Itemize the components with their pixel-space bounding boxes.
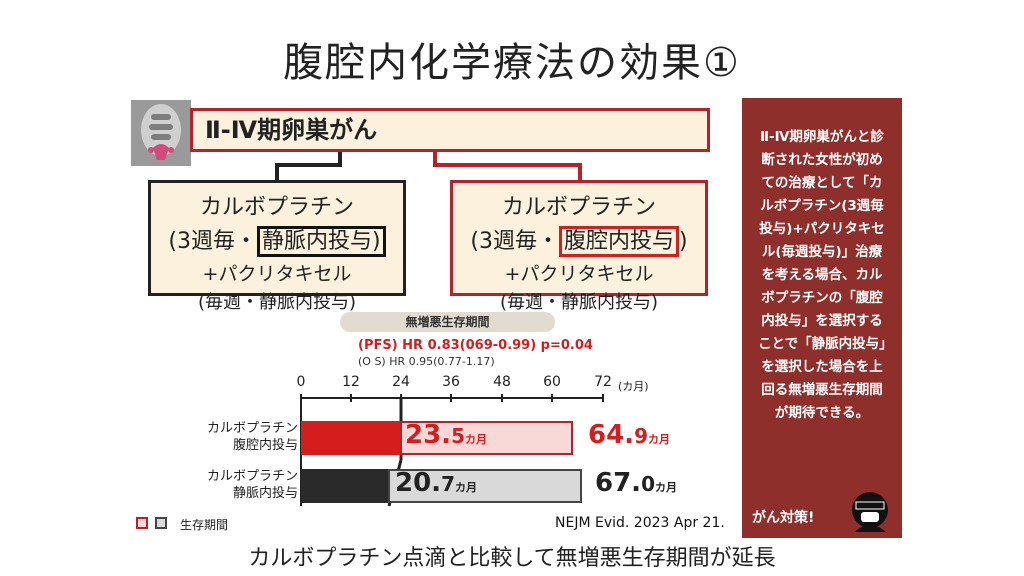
legend-label: 生存期間 [180, 518, 229, 532]
arm-iv-box: カルボプラチン (3週毎・ 静脈内投与) +パクリタキセル (毎週・静脈内投与) [148, 180, 406, 313]
arm-ip-schedule-prefix: (3週毎・ [470, 229, 559, 254]
pfs-pill-label: 無増悪生存期間 [340, 312, 555, 332]
summary-footer: がん対策! [752, 510, 815, 526]
value-os-ip: 64.9カ月 [588, 420, 670, 450]
value-os-iv: 67.0カ月 [595, 468, 677, 498]
value-os-iv-dec: 0 [641, 472, 655, 496]
arm-ip-schedule-suffix: ) [679, 229, 688, 254]
arm-iv-combo: +パクリタキセル [202, 263, 352, 285]
anatomy-icon [131, 100, 191, 166]
pfs-hazard-ratio: (PFS) HR 0.83(069-0.99) p=0.04 [358, 338, 593, 353]
x-tick-72: 72 [594, 374, 612, 390]
x-tick-60: 60 [543, 374, 561, 390]
value-os-ip-dec: 9 [634, 424, 648, 448]
arm-iv-combo-schedule: (毎週・静脈内投与) [197, 292, 357, 313]
x-tick-48: 48 [493, 374, 511, 390]
row-label-iv: カルボプラチン 静脈内投与 [180, 468, 298, 502]
citation: NEJM Evid. 2023 Apr 21. [555, 515, 725, 531]
value-os-ip-int: 64. [588, 420, 635, 450]
arm-iv-schedule-prefix: (3週毎・ [168, 229, 257, 254]
row-label-ip-route: 腹腔内投与 [232, 438, 298, 453]
value-pfs-ip: 23.5カ月 [405, 420, 487, 450]
mascot-icon [848, 488, 892, 532]
summary-panel: Ⅱ-Ⅳ期卵巣がんと診断された女性が初めての治療として「カルボプラチン(3週毎投与… [742, 98, 902, 538]
legend-swatch-ip [136, 517, 148, 529]
slide-caption: カルボプラチン点滴と比較して無増悪生存期間が延長 [248, 546, 776, 571]
x-tick-12: 12 [342, 374, 360, 390]
arm-ip-combo: +パクリタキセル [504, 263, 654, 285]
legend-swatch-iv [155, 517, 167, 529]
x-tick-0: 0 [296, 374, 306, 390]
arm-iv-route-highlight: 静脈内投与) [257, 226, 386, 257]
value-os-iv-unit: カ月 [654, 481, 677, 494]
summary-text: Ⅱ-Ⅳ期卵巣がんと診断された女性が初めての治療として「カルボプラチン(3週毎投与… [758, 129, 886, 421]
row-label-iv-drug: カルボプラチン [206, 469, 298, 484]
value-pfs-ip-dec: 5 [451, 424, 465, 448]
bar-pfs-iv [301, 469, 388, 503]
arm-iv-drug: カルボプラチン [199, 195, 354, 220]
value-os-iv-int: 67. [595, 468, 642, 498]
arm-ip-box: カルボプラチン (3週毎・ 腹腔内投与) +パクリタキセル (毎週・静脈内投与) [450, 180, 708, 313]
bar-os-ip [399, 421, 574, 455]
arm-iv-schedule: (3週毎・ 静脈内投与) [151, 223, 403, 257]
value-pfs-iv-unit: カ月 [454, 481, 477, 494]
value-pfs-ip-unit: カ月 [464, 433, 487, 446]
value-pfs-iv: 20.7カ月 [395, 468, 477, 498]
arm-ip-schedule: (3週毎・ 腹腔内投与) [453, 223, 705, 257]
bar-os-iv [387, 469, 582, 503]
value-pfs-iv-int: 20. [395, 468, 442, 498]
bar-pfs-ip [301, 421, 400, 455]
arm-ip-route-highlight: 腹腔内投与 [558, 226, 679, 257]
disease-header: Ⅱ-Ⅳ期卵巣がん [190, 108, 710, 152]
row-label-ip-drug: カルボプラチン [206, 421, 298, 436]
value-pfs-iv-dec: 7 [441, 472, 455, 496]
row-label-iv-route: 静脈内投与 [232, 486, 298, 501]
x-tick-36: 36 [442, 374, 460, 390]
value-os-ip-unit: カ月 [647, 433, 670, 446]
arm-ip-drug: カルボプラチン [501, 195, 656, 220]
x-axis-unit: (カ月) [618, 380, 649, 393]
x-tick-24: 24 [392, 374, 410, 390]
arm-ip-combo-schedule: (毎週・静脈内投与) [499, 292, 659, 313]
page-title: 腹腔内化学療法の効果① [283, 40, 741, 86]
value-pfs-ip-int: 23. [405, 420, 452, 450]
row-label-ip: カルボプラチン 腹腔内投与 [180, 420, 298, 454]
os-hazard-ratio: (O S) HR 0.95(0.77-1.17) [358, 355, 495, 368]
